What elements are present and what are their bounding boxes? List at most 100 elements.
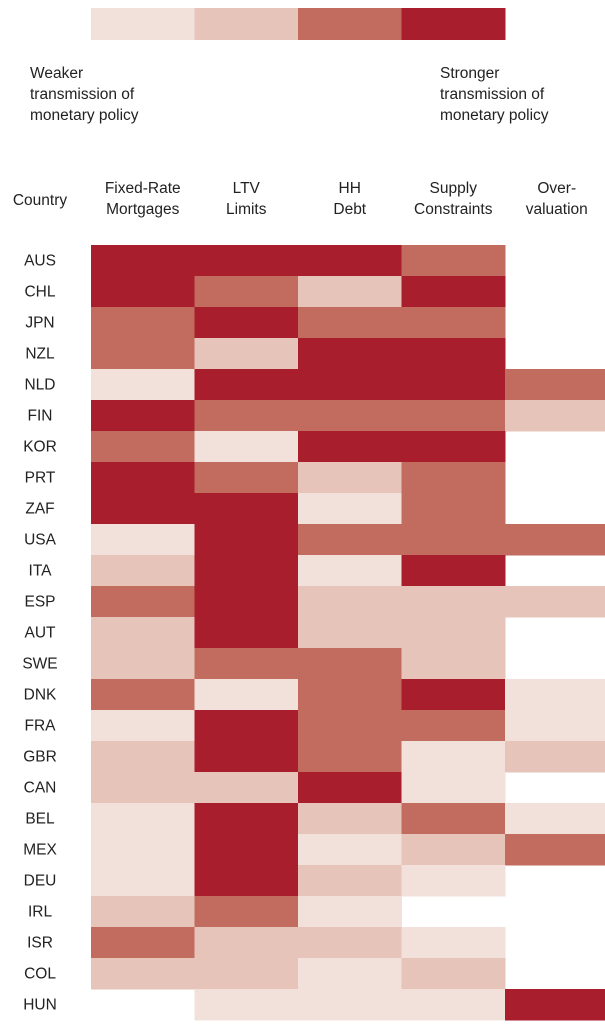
heatmap-cell [91, 524, 195, 556]
heatmap-cell [401, 431, 506, 463]
heatmap-cell [298, 865, 402, 897]
row-label: DNK [24, 687, 57, 704]
heatmap-cell [401, 338, 506, 370]
row-label: ISR [27, 935, 53, 952]
heatmap-cell [505, 369, 605, 401]
row-label: USA [24, 532, 57, 549]
heatmap-cell [91, 710, 195, 742]
heatmap-cell [505, 524, 605, 556]
heatmap-cell [401, 803, 506, 835]
heatmap-cell [194, 245, 299, 277]
heatmap-cell [91, 307, 195, 339]
heatmap-cell [91, 338, 195, 370]
heatmap-cell [505, 834, 605, 866]
heatmap-cell [505, 803, 605, 835]
heatmap-cell [194, 958, 299, 990]
heatmap-cell [91, 772, 195, 804]
heatmap-cell [194, 741, 299, 773]
heatmap-cell [401, 648, 506, 680]
heatmap-cell [91, 617, 195, 649]
legend-high-label: monetary policy [440, 107, 549, 124]
heatmap-cell [194, 989, 299, 1021]
row-label: NZL [25, 346, 55, 363]
heatmap-cell [401, 307, 506, 339]
heatmap-cell [91, 462, 195, 494]
legend-high-label: Stronger [440, 65, 499, 82]
heatmap-cell [91, 865, 195, 897]
heatmap-cell [401, 586, 506, 618]
row-label: FIN [28, 408, 53, 425]
heatmap-cell [91, 927, 195, 959]
legend-swatch [194, 8, 299, 40]
row-label: FRA [25, 718, 57, 735]
heatmap-cell [505, 679, 605, 711]
row-label: CHL [24, 284, 55, 301]
column-header: Constraints [414, 201, 493, 218]
column-header: Supply [430, 180, 478, 197]
heatmap-cell [505, 741, 605, 773]
heatmap-cell [194, 276, 299, 308]
row-label: AUT [25, 625, 57, 642]
heatmap-cell [194, 462, 299, 494]
legend-low-label: monetary policy [30, 107, 139, 124]
heatmap-cell [298, 617, 402, 649]
heatmap-cell [194, 338, 299, 370]
row-label: ZAF [25, 501, 54, 518]
heatmap-cell [401, 276, 506, 308]
heatmap-cell [298, 369, 402, 401]
heatmap-cell [298, 803, 402, 835]
heatmap-cell [401, 617, 506, 649]
heatmap-cell [298, 276, 402, 308]
heatmap-cell [194, 493, 299, 525]
heatmap-cell [298, 989, 402, 1021]
heatmap-cell [401, 462, 506, 494]
legend-low-label: Weaker [30, 65, 83, 82]
heatmap-cell [401, 958, 506, 990]
heatmap-cell [91, 679, 195, 711]
heatmap-cell [298, 493, 402, 525]
heatmap-cell [194, 586, 299, 618]
column-header: Fixed-Rate [105, 180, 181, 197]
legend-high-label: transmission of [440, 86, 545, 103]
heatmap-cell [298, 307, 402, 339]
heatmap-cell [298, 834, 402, 866]
legend-swatch [298, 8, 402, 40]
heatmap-cell [194, 648, 299, 680]
heatmap-cell [194, 679, 299, 711]
legend-swatch [401, 8, 506, 40]
heatmap-cell [401, 834, 506, 866]
heatmap-cell [91, 834, 195, 866]
heatmap-cell [401, 710, 506, 742]
heatmap-cell [91, 803, 195, 835]
column-header: HH [339, 180, 361, 197]
heatmap-cell [91, 555, 195, 587]
row-label: HUN [23, 997, 57, 1014]
row-label: ITA [29, 563, 53, 580]
row-label: IRL [28, 904, 53, 921]
heatmap-cell [91, 648, 195, 680]
heatmap-cell [401, 927, 506, 959]
row-header: Country [13, 192, 68, 209]
row-label: ESP [24, 594, 55, 611]
legend-low-label: transmission of [30, 86, 135, 103]
row-label: CAN [24, 780, 57, 797]
heatmap-cell [298, 338, 402, 370]
heatmap-cell [401, 772, 506, 804]
heatmap-cell [298, 741, 402, 773]
heatmap-cell [194, 307, 299, 339]
heatmap-cell [298, 679, 402, 711]
heatmap-cell [298, 431, 402, 463]
heatmap-cell [401, 741, 506, 773]
heatmap-cell [91, 586, 195, 618]
column-header: LTV [233, 180, 261, 197]
legend-swatch [91, 8, 195, 40]
heatmap-cell [91, 493, 195, 525]
heatmap-cell [91, 245, 195, 277]
heatmap-cell [91, 896, 195, 928]
row-label: NLD [24, 377, 55, 394]
column-header: Debt [333, 201, 366, 218]
heatmap-cell [91, 958, 195, 990]
heatmap-cell [194, 834, 299, 866]
heatmap-cell [401, 400, 506, 432]
heatmap-cell [194, 710, 299, 742]
